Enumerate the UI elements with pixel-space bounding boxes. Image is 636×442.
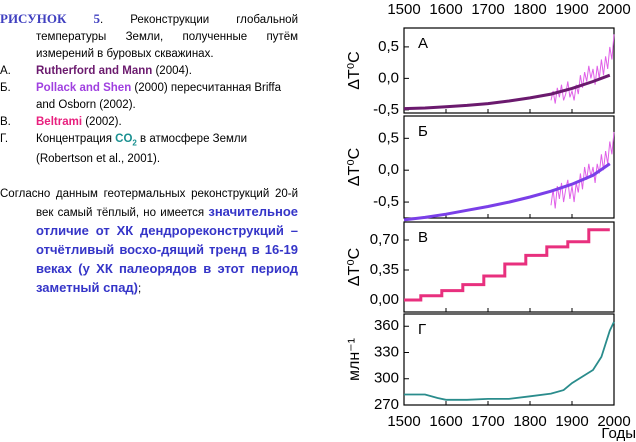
plot-frame (403, 221, 615, 313)
item-name: CO (115, 133, 133, 145)
y-tick-label: 0,70 (370, 231, 399, 248)
plot-frame (403, 313, 615, 406)
item-letter: А. (0, 65, 11, 77)
item-letter: Б. (0, 82, 11, 94)
y-axis-label: млн⁻¹ (346, 338, 363, 381)
item-rest: в атмосфере Земли (Robertson et al., 200… (36, 133, 248, 166)
item-letter: Г. (0, 133, 9, 145)
y-tick-label: -0,5 (373, 193, 399, 210)
series-line (404, 228, 610, 302)
series-line (404, 321, 615, 401)
item: Г. Концентрация CO2 в атмосфере Земли (Ro… (0, 131, 298, 168)
panel-label: А (418, 35, 428, 52)
item-rest: (2004). (152, 65, 192, 77)
y-tick-label: 360 (374, 317, 399, 334)
panel-label: Б (418, 123, 428, 140)
x-tick-label: 1500 (387, 1, 420, 18)
y-tick-label: 0,00 (370, 291, 399, 308)
item-name: Rutherford and Mann (36, 65, 153, 77)
y-tick-label: 330 (374, 343, 399, 360)
para-text: Согласно данным геотермальных реконструк… (0, 188, 298, 220)
y-tick-label: 0,0 (378, 69, 399, 86)
x-tick-label: 1900 (555, 413, 588, 430)
series-line (403, 73, 611, 111)
x-tick-label: 1600 (429, 413, 462, 430)
y-axis-label: ΔT⁰C (346, 148, 363, 186)
x-axis-label: Годы (601, 425, 636, 442)
y-tick-label: 0,0 (378, 161, 399, 178)
item: А. Rutherford and Mann (2004). (0, 63, 298, 80)
series-line (403, 162, 611, 222)
x-tick-label: 2000 (597, 413, 630, 430)
caption: РИСУНОК 5. Реконструкции глобальной темп… (0, 10, 298, 298)
item-rest: (2000) пересчитанная Briffa and Osborn (… (36, 82, 282, 111)
series-line (550, 131, 615, 209)
highlight: значительное отличие от ХК дендрореконст… (36, 204, 298, 296)
item-rest: (2002). (82, 116, 122, 128)
item-pre: Концентрация (36, 133, 116, 145)
x-tick-label: 1600 (429, 1, 462, 18)
y-tick-label: 0,35 (370, 261, 399, 278)
paragraph: Согласно данным геотермальных реконструк… (0, 186, 298, 298)
y-axis-label: ΔT⁰C (346, 51, 363, 89)
plot-frame (403, 27, 615, 114)
x-tick-label: 2000 (597, 1, 630, 18)
items: А. Rutherford and Mann (2004). Б. Pollack a… (0, 63, 298, 168)
y-axis-label: ΔT⁰C (346, 248, 363, 286)
panel-label: В (418, 229, 428, 246)
x-tick-label: 1700 (471, 1, 504, 18)
panel-label: Г (418, 321, 426, 338)
caption-head: РИСУНОК 5. Реконструкции глобальной темп… (0, 10, 298, 63)
item-letter: В. (0, 116, 11, 128)
x-tick-label: 1900 (555, 1, 588, 18)
item-sub: 2 (132, 138, 137, 148)
x-tick-label: 1800 (513, 1, 546, 18)
fig-label: РИСУНОК 5 (0, 11, 101, 26)
series-line (550, 34, 615, 104)
y-tick-label: 0,5 (378, 38, 399, 55)
x-tick-label: 1700 (471, 413, 504, 430)
x-tick-label: 1500 (387, 413, 420, 430)
item-name: Pollack and Shen (36, 82, 132, 94)
y-tick-label: -0,5 (373, 101, 399, 118)
para-end: ; (138, 283, 142, 296)
item: В. Beltrami (2002). (0, 114, 298, 131)
x-tick-label: 1800 (513, 413, 546, 430)
caption-text: . Реконструкции глобальной температуры З… (36, 14, 298, 60)
y-tick-label: 0,5 (378, 129, 399, 146)
item: Б. Pollack and Shen (2000) пересчитанная … (0, 80, 298, 114)
y-tick-label: 300 (374, 370, 399, 387)
plot-frame (403, 115, 615, 219)
y-tick-label: 270 (374, 396, 399, 413)
item-name: Beltrami (36, 116, 83, 128)
